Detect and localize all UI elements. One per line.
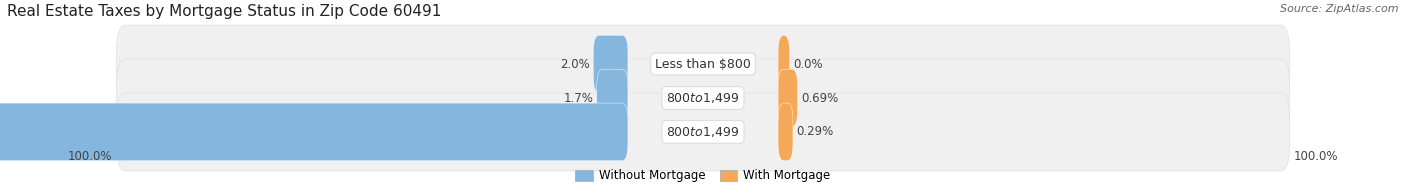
Text: 0.69%: 0.69% (801, 92, 838, 104)
Text: Source: ZipAtlas.com: Source: ZipAtlas.com (1281, 4, 1399, 14)
FancyBboxPatch shape (778, 35, 790, 93)
FancyBboxPatch shape (117, 93, 1289, 171)
FancyBboxPatch shape (0, 103, 628, 161)
Text: Real Estate Taxes by Mortgage Status in Zip Code 60491: Real Estate Taxes by Mortgage Status in … (7, 4, 441, 19)
Text: Less than $800: Less than $800 (655, 58, 751, 71)
Text: 0.29%: 0.29% (796, 125, 834, 138)
FancyBboxPatch shape (117, 25, 1289, 103)
Text: 100.0%: 100.0% (1294, 150, 1339, 163)
FancyBboxPatch shape (593, 35, 628, 93)
Text: 2.0%: 2.0% (560, 58, 591, 71)
Legend: Without Mortgage, With Mortgage: Without Mortgage, With Mortgage (575, 169, 831, 182)
Text: $800 to $1,499: $800 to $1,499 (666, 91, 740, 105)
FancyBboxPatch shape (117, 59, 1289, 137)
Text: $800 to $1,499: $800 to $1,499 (666, 125, 740, 139)
Text: 0.0%: 0.0% (793, 58, 823, 71)
FancyBboxPatch shape (596, 69, 628, 127)
FancyBboxPatch shape (778, 69, 797, 127)
Text: 100.0%: 100.0% (67, 150, 112, 163)
FancyBboxPatch shape (778, 103, 793, 161)
Text: 1.7%: 1.7% (564, 92, 593, 104)
